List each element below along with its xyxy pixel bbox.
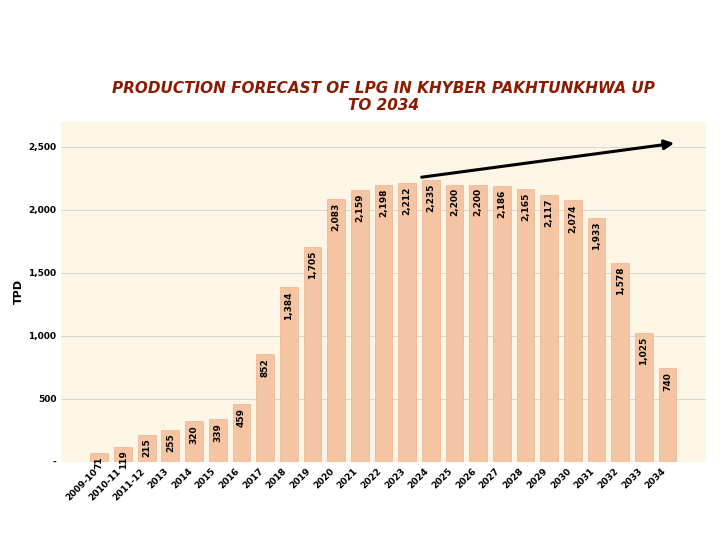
Bar — [114, 447, 132, 462]
Text: 1,025: 1,025 — [639, 336, 648, 365]
Text: 119: 119 — [119, 450, 127, 469]
Bar — [209, 419, 227, 462]
Y-axis label: TPD: TPD — [14, 279, 24, 304]
Bar — [493, 186, 510, 462]
Bar — [540, 195, 558, 462]
Text: 2,165: 2,165 — [521, 193, 530, 221]
Bar — [611, 263, 629, 462]
Text: 1,705: 1,705 — [308, 251, 317, 279]
Bar — [327, 199, 345, 462]
Text: 2,212: 2,212 — [402, 187, 412, 215]
Text: 255: 255 — [166, 433, 175, 452]
Bar — [564, 200, 582, 462]
Bar — [304, 247, 321, 462]
Bar — [398, 183, 416, 462]
Bar — [659, 368, 676, 462]
Bar — [185, 421, 203, 462]
Text: 2,200: 2,200 — [474, 188, 482, 217]
Text: 1,384: 1,384 — [284, 291, 293, 320]
Bar — [233, 404, 251, 462]
Text: 320: 320 — [189, 425, 199, 444]
Text: 2,186: 2,186 — [498, 190, 506, 218]
Text: PRODUCTION FORECAST OF OIL, GAS & LPG IN KHYBER PAKHTUNKHWA (Conservative Scenar: PRODUCTION FORECAST OF OIL, GAS & LPG IN… — [23, 26, 697, 39]
Bar — [422, 180, 440, 462]
Text: 2,083: 2,083 — [332, 203, 341, 231]
Bar — [91, 453, 108, 462]
Text: 71: 71 — [95, 456, 104, 469]
Text: 339: 339 — [213, 423, 222, 442]
Bar — [516, 189, 534, 462]
Text: 852: 852 — [261, 358, 269, 377]
Bar — [469, 185, 487, 462]
Text: 2,200: 2,200 — [450, 188, 459, 217]
Text: 740: 740 — [663, 372, 672, 391]
Bar — [446, 185, 463, 462]
Text: 1,578: 1,578 — [616, 267, 624, 295]
Bar — [635, 333, 652, 462]
Text: 459: 459 — [237, 408, 246, 427]
Text: 2,074: 2,074 — [568, 204, 577, 233]
Bar — [138, 435, 156, 462]
Text: 2,235: 2,235 — [426, 184, 435, 212]
Bar — [161, 430, 179, 462]
Bar — [280, 287, 297, 462]
Text: KHYBER PAKHTUNKHWA OIL & GAS COMPANY LIMITED (KPOGCL): KHYBER PAKHTUNKHWA OIL & GAS COMPANY LIM… — [11, 522, 414, 532]
Bar — [351, 190, 369, 462]
Text: 2,159: 2,159 — [355, 193, 364, 222]
Bar — [256, 354, 274, 462]
Text: 1,933: 1,933 — [592, 222, 601, 251]
Bar — [588, 218, 606, 462]
Bar — [374, 185, 392, 462]
Text: 2,117: 2,117 — [544, 199, 554, 227]
Text: 215: 215 — [143, 438, 151, 457]
Title: PRODUCTION FORECAST OF LPG IN KHYBER PAKHTUNKHWA UP
TO 2034: PRODUCTION FORECAST OF LPG IN KHYBER PAK… — [112, 81, 654, 113]
Text: 2,198: 2,198 — [379, 188, 388, 217]
